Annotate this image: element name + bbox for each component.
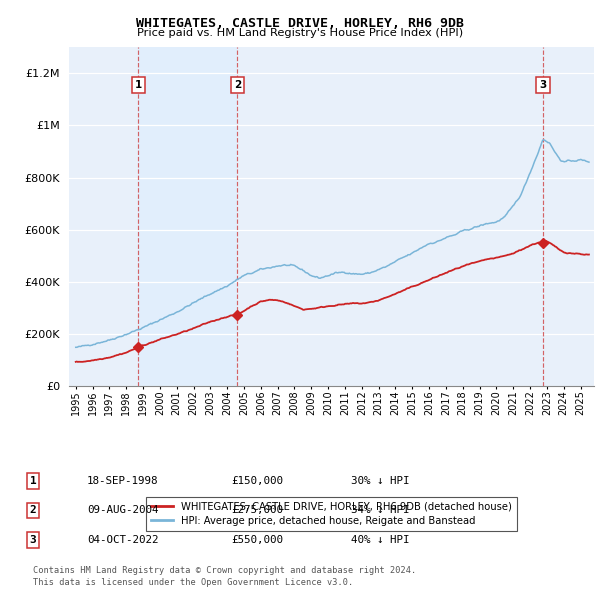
- Text: 04-OCT-2022: 04-OCT-2022: [87, 535, 158, 545]
- Text: £275,000: £275,000: [231, 506, 283, 515]
- Text: 18-SEP-1998: 18-SEP-1998: [87, 476, 158, 486]
- Text: 40% ↓ HPI: 40% ↓ HPI: [351, 535, 409, 545]
- Text: 30% ↓ HPI: 30% ↓ HPI: [351, 476, 409, 486]
- Text: Price paid vs. HM Land Registry's House Price Index (HPI): Price paid vs. HM Land Registry's House …: [137, 28, 463, 38]
- Text: WHITEGATES, CASTLE DRIVE, HORLEY, RH6 9DB: WHITEGATES, CASTLE DRIVE, HORLEY, RH6 9D…: [136, 17, 464, 30]
- Text: Contains HM Land Registry data © Crown copyright and database right 2024.
This d: Contains HM Land Registry data © Crown c…: [33, 566, 416, 587]
- Text: £150,000: £150,000: [231, 476, 283, 486]
- Bar: [139, 47, 237, 386]
- Text: 34% ↓ HPI: 34% ↓ HPI: [351, 506, 409, 515]
- Text: 1: 1: [135, 80, 142, 90]
- Text: 2: 2: [233, 80, 241, 90]
- Text: £550,000: £550,000: [231, 535, 283, 545]
- Text: 3: 3: [539, 80, 547, 90]
- Text: 3: 3: [29, 535, 37, 545]
- Text: 09-AUG-2004: 09-AUG-2004: [87, 506, 158, 515]
- Text: 1: 1: [29, 476, 37, 486]
- Legend: WHITEGATES, CASTLE DRIVE, HORLEY, RH6 9DB (detached house), HPI: Average price, : WHITEGATES, CASTLE DRIVE, HORLEY, RH6 9D…: [146, 497, 517, 531]
- Text: 2: 2: [29, 506, 37, 515]
